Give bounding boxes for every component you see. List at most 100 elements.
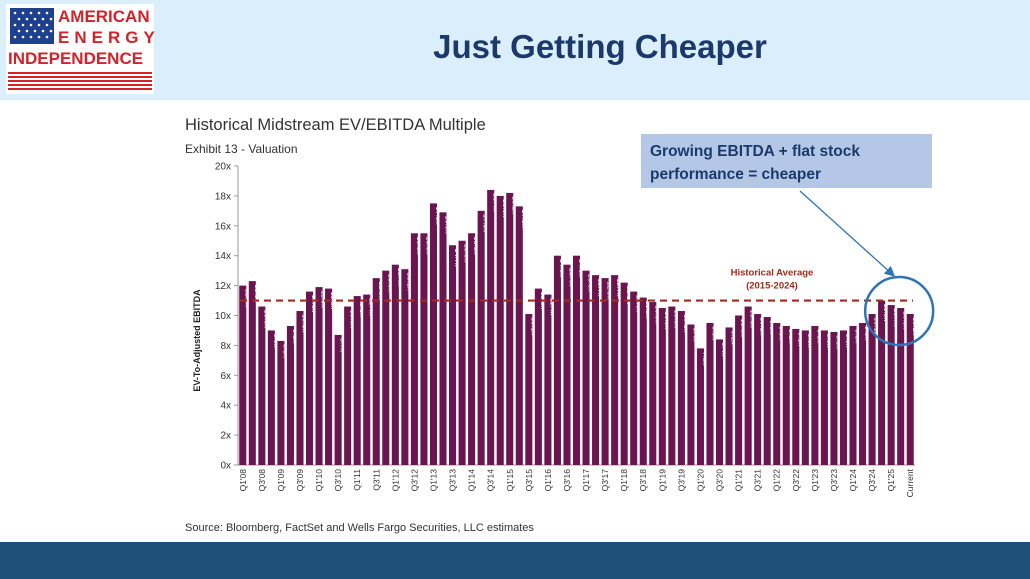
data-label: 16.9x: [444, 215, 453, 234]
data-label: 10.3x: [301, 314, 310, 333]
bar-q2-19: [668, 306, 676, 465]
bar-q1-15: [506, 192, 514, 465]
x-tick-label: Q3'08: [257, 469, 267, 492]
highlight-circle: [863, 275, 935, 347]
data-label: 17.0x: [482, 214, 491, 233]
data-label: 9.3x: [815, 329, 824, 343]
bar-q1-21: [735, 315, 743, 465]
y-tick-label: 8x: [220, 341, 231, 352]
y-tick-label: 14x: [215, 251, 231, 262]
x-tick-label: Q1'16: [543, 469, 553, 492]
bar-q2-16: [553, 255, 561, 465]
data-label: 12.3x: [253, 284, 262, 303]
bar-q4-10: [344, 306, 352, 465]
data-label: 10.1x: [873, 317, 882, 336]
bar-q1-22: [773, 322, 781, 465]
data-label: 10.5x: [663, 311, 672, 330]
bar-q4-24: [878, 300, 886, 465]
bar-q1-18: [620, 282, 628, 465]
x-tick-label: Q1'21: [734, 469, 744, 492]
x-tick-label: Q1'14: [467, 469, 477, 492]
logo-text-independence: INDEPENDENCE: [8, 49, 144, 68]
x-tick-label: Q1'11: [352, 469, 362, 491]
bar-q2-11: [363, 294, 371, 465]
bar-q1-17: [582, 270, 590, 465]
data-label: 11.4x: [548, 298, 557, 316]
bar-q3-24: [868, 314, 876, 465]
bar-q2-21: [744, 306, 752, 465]
bar-q4-22: [801, 330, 809, 465]
bar-q4-20: [725, 327, 733, 465]
footer-bar: [0, 542, 1030, 579]
chart-subtitle: Exhibit 13 - Valuation: [185, 142, 298, 156]
y-tick-label: 16x: [215, 221, 231, 232]
data-label: 14.0x: [558, 259, 567, 278]
data-label: 9.1x: [796, 332, 805, 346]
historical-average-period: (2015-2024): [746, 281, 798, 292]
bar-q4-15: [534, 288, 542, 465]
bar-q1-08: [239, 285, 247, 465]
data-label: 10.6x: [262, 310, 271, 329]
x-tick-label: Q1'09: [276, 469, 286, 492]
bar-q4-08: [267, 330, 275, 465]
data-label: 11.3x: [358, 299, 367, 317]
data-label: 9.0x: [825, 333, 834, 347]
y-tick-label: 4x: [220, 401, 231, 412]
logo-stripes: [8, 72, 152, 92]
data-label: 13.0x: [386, 274, 395, 293]
data-label: 9.5x: [711, 326, 720, 340]
bar-q3-18: [639, 297, 647, 465]
data-label: 10.1x: [529, 317, 538, 336]
data-label: 15.5x: [415, 236, 424, 255]
bar-q4-16: [572, 255, 581, 465]
data-label: 10.9x: [653, 305, 662, 324]
x-tick-label: Q1'10: [314, 469, 324, 492]
data-label: 15.5x: [472, 236, 481, 255]
bar-q2-12: [401, 269, 409, 465]
bar-q1-11: [353, 296, 361, 465]
y-tick-label: 10x: [215, 311, 231, 322]
bar-q4-21: [763, 316, 771, 465]
data-label: 12.5x: [606, 281, 615, 300]
data-label: 9.5x: [863, 326, 872, 340]
bar-q3-11: [372, 278, 380, 465]
data-label: 14.0x: [577, 259, 586, 278]
callout-line-1: Growing EBITDA + flat stock: [650, 143, 860, 160]
x-tick-label: Q1'08: [238, 469, 248, 492]
x-tick-label: Q3'09: [295, 469, 305, 492]
bar-q3-19: [677, 311, 685, 465]
x-tick-label: Current: [905, 468, 915, 497]
chart-title: Historical Midstream EV/EBITDA Multiple: [185, 116, 486, 134]
data-label: 9.4x: [692, 327, 701, 341]
x-tick-label: Q3'18: [638, 469, 648, 492]
data-label: 9.9x: [768, 320, 777, 334]
bar-q2-25: [897, 308, 905, 465]
bar-q2-15: [515, 206, 523, 466]
bar-q1-20: [696, 348, 704, 465]
x-tick-label: Q3'24: [867, 469, 877, 492]
data-label: 17.3x: [520, 209, 529, 228]
x-tick-label: Q3'21: [753, 469, 763, 492]
y-tick-label: 0x: [220, 461, 231, 472]
bar-q1-14: [468, 233, 476, 465]
callout-line-2: performance = cheaper: [650, 166, 822, 183]
y-tick-label: 2x: [220, 431, 231, 442]
data-label: 12.0x: [243, 289, 252, 308]
data-label: 13.1x: [405, 272, 414, 291]
data-label: 18.4x: [491, 193, 500, 212]
x-tick-label: Q1'25: [886, 469, 896, 492]
x-tick-label: Q1'17: [581, 469, 591, 492]
data-label: 7.8x: [701, 351, 710, 365]
data-label: 9.5x: [777, 326, 786, 340]
chart-source: Source: Bloomberg, FactSet and Wells Far…: [185, 522, 534, 534]
data-label: 11.8x: [329, 292, 338, 310]
data-label: 9.3x: [854, 329, 863, 343]
data-label: 13.0x: [587, 274, 596, 293]
x-tick-label: Q3'22: [791, 469, 801, 492]
x-tick-label: Q3'17: [600, 469, 610, 492]
x-tick-label: Q1'20: [695, 469, 705, 492]
bar-q4-11: [382, 270, 390, 465]
bar-q1-10: [315, 287, 323, 465]
bar-q2-13: [439, 212, 447, 465]
bar-q2-14: [477, 210, 485, 465]
